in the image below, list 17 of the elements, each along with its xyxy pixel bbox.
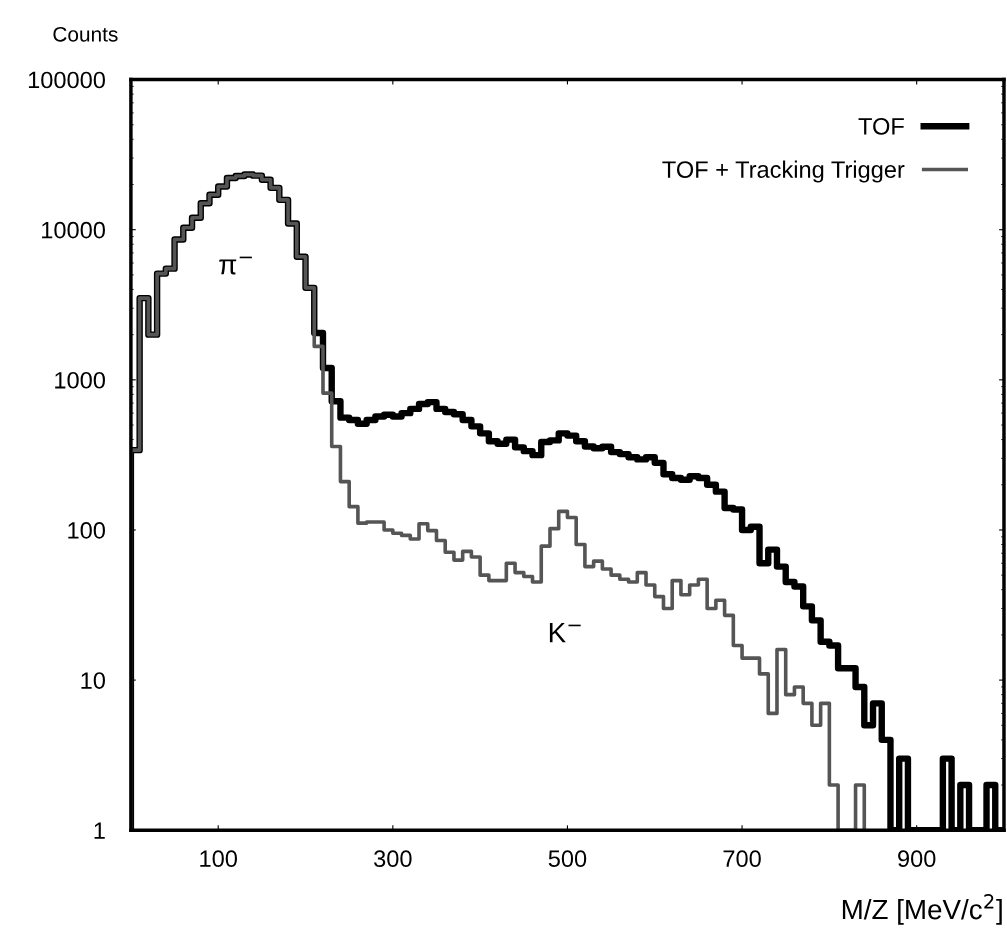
y-tick-label: 10000 [42, 221, 105, 239]
x-tick-label: 500 [548, 850, 587, 868]
y-tick-label: 1000 [55, 371, 105, 389]
annotation: π$^{−}$ [219, 256, 252, 275]
annotation: K$^{−}$ [549, 623, 581, 643]
x-axis-title: M/Z [MeV/c$^{2}$] [842, 894, 1002, 925]
legend-label: TOF + Tracking Trigger [662, 160, 905, 183]
x-tick-label: 900 [898, 850, 936, 868]
y-tick-label: 100 [68, 522, 105, 539]
y-tick-label: 1 [94, 822, 105, 839]
x-tick-label: 300 [374, 850, 412, 868]
x-tick-label: 700 [723, 850, 761, 868]
y-tick-label: 10 [81, 672, 105, 689]
x-tick-label: 100 [200, 850, 237, 868]
legend-label: TOF [858, 117, 904, 135]
y-axis-title: Counts [53, 26, 118, 42]
y-tick-label: 100000 [28, 71, 105, 89]
